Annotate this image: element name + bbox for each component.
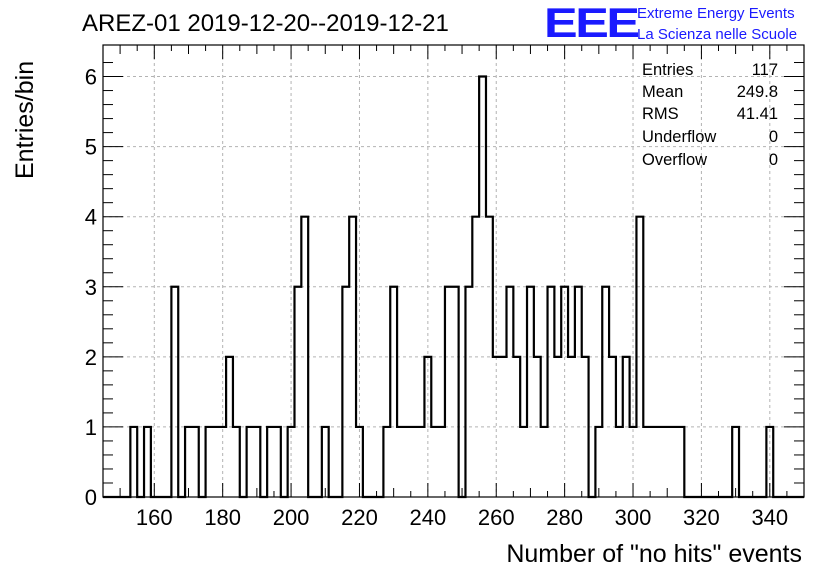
- y-tick-label: 2: [85, 345, 97, 370]
- x-tick-label: 300: [615, 505, 652, 530]
- stats-rms-value: 41.41: [736, 105, 778, 123]
- x-tick-label: 160: [136, 505, 173, 530]
- stats-overflow-label: Overflow: [642, 151, 708, 169]
- y-tick-label: 5: [85, 135, 97, 160]
- y-tick-label: 4: [85, 205, 97, 230]
- grid-lines: [103, 45, 804, 497]
- x-tick-label: 240: [409, 505, 446, 530]
- stats-overflow-value: 0: [768, 151, 778, 169]
- x-axis-label: Number of "no hits" events: [506, 540, 802, 568]
- x-tick-label: 320: [683, 505, 720, 530]
- y-tick-labels: 0 1 2 3 4 5 6: [85, 65, 97, 510]
- stats-mean-value: 249.8: [736, 83, 778, 101]
- y-tick-label: 3: [85, 275, 97, 300]
- x-tick-labels: 160 180 200 220 240 260 280 300 320 340: [136, 505, 788, 530]
- stats-underflow-label: Underflow: [642, 128, 717, 146]
- x-tick-label: 220: [341, 505, 378, 530]
- stats-entries-label: Entries: [642, 61, 694, 79]
- stats-entries-value: 117: [751, 61, 778, 79]
- logo-line-2: La Scienza nelle Scuole: [637, 26, 798, 43]
- stats-underflow-value: 0: [768, 128, 778, 146]
- x-tick-label: 260: [478, 505, 515, 530]
- axis-ticks: [103, 45, 804, 498]
- stats-rms-label: RMS: [642, 105, 679, 123]
- y-tick-label: 1: [85, 415, 97, 440]
- x-tick-label: 200: [273, 505, 310, 530]
- y-axis-label: Entries/bin: [11, 61, 39, 179]
- y-tick-label: 0: [85, 485, 97, 510]
- x-tick-label: 340: [751, 505, 788, 530]
- eee-logo: EEE Extreme Energy Events La Scienza nel…: [544, 0, 834, 46]
- logo-mark: EEE: [544, 0, 640, 46]
- x-tick-label: 180: [204, 505, 241, 530]
- logo-line-1: Extreme Energy Events: [637, 5, 795, 22]
- plot-frame: [102, 44, 805, 498]
- x-tick-label: 280: [546, 505, 583, 530]
- y-tick-label: 6: [85, 65, 97, 90]
- histogram-outline: [103, 75, 804, 499]
- stats-mean-label: Mean: [642, 83, 684, 101]
- chart-title: AREZ-01 2019-12-20--2019-12-21: [82, 10, 449, 37]
